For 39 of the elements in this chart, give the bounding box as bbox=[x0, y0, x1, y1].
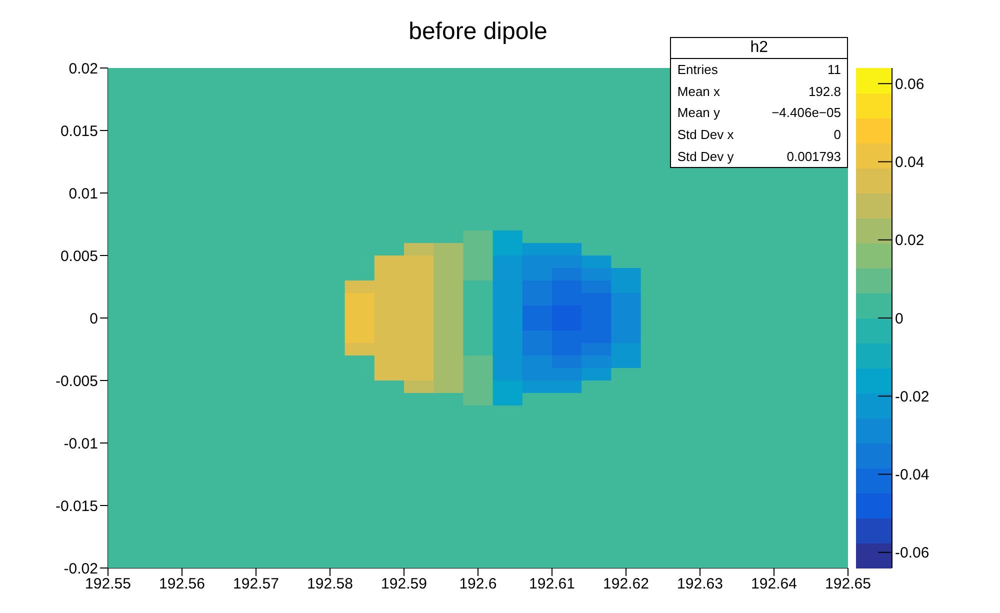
color-bar-label: 0.06 bbox=[895, 76, 924, 93]
annotation: Std Dev y bbox=[677, 148, 734, 164]
annotation: 0.001793 bbox=[786, 148, 841, 164]
x-tick-label: 192.57 bbox=[233, 576, 279, 593]
x-tick-label: 192.64 bbox=[751, 576, 797, 593]
x-tick-label: 192.58 bbox=[307, 576, 353, 593]
y-tick-label: 0.015 bbox=[60, 122, 98, 140]
annotation: −4.406e−05 bbox=[772, 105, 841, 120]
x-tick-label: 192.63 bbox=[677, 576, 723, 593]
y-tick-label: -0.01 bbox=[64, 435, 98, 452]
y-tick-label: 0.02 bbox=[68, 60, 98, 78]
annotation: Mean y bbox=[677, 105, 720, 120]
color-bar-label: -0.02 bbox=[895, 388, 930, 406]
text: h2 bbox=[671, 38, 847, 59]
x-tick-label: 192.65 bbox=[825, 576, 871, 593]
annotation: 11 bbox=[827, 62, 841, 78]
y-tick-label: 0.01 bbox=[68, 185, 98, 202]
x-tick-label: 192.59 bbox=[381, 576, 427, 593]
color-bar-label: -0.04 bbox=[895, 466, 930, 484]
annotation: 0 bbox=[834, 127, 841, 142]
chart-title: before dipole bbox=[408, 18, 548, 45]
color-bar-label: 0.02 bbox=[895, 232, 924, 250]
annotation: Mean x bbox=[677, 84, 720, 99]
y-tick-label: 0.005 bbox=[60, 248, 98, 265]
y-tick-label: -0.005 bbox=[55, 372, 98, 390]
x-tick-label: 192.6 bbox=[459, 576, 497, 593]
y-tick-label: -0.015 bbox=[55, 498, 98, 515]
y-tick-label: 0 bbox=[90, 310, 98, 328]
color-bar-label: 0.04 bbox=[895, 154, 924, 171]
x-tick-label: 192.55 bbox=[85, 576, 131, 593]
color-bar-label: 0 bbox=[895, 310, 904, 328]
color-bar-label: -0.06 bbox=[895, 544, 930, 562]
annotation: 192.8 bbox=[808, 84, 841, 99]
x-tick-label: 192.62 bbox=[603, 576, 649, 593]
x-tick-label: 192.56 bbox=[159, 576, 205, 593]
y-tick-label: -0.02 bbox=[64, 560, 98, 578]
annotation: Entries bbox=[677, 62, 718, 78]
annotation: Std Dev x bbox=[677, 127, 734, 142]
x-tick-label: 192.61 bbox=[529, 576, 575, 593]
